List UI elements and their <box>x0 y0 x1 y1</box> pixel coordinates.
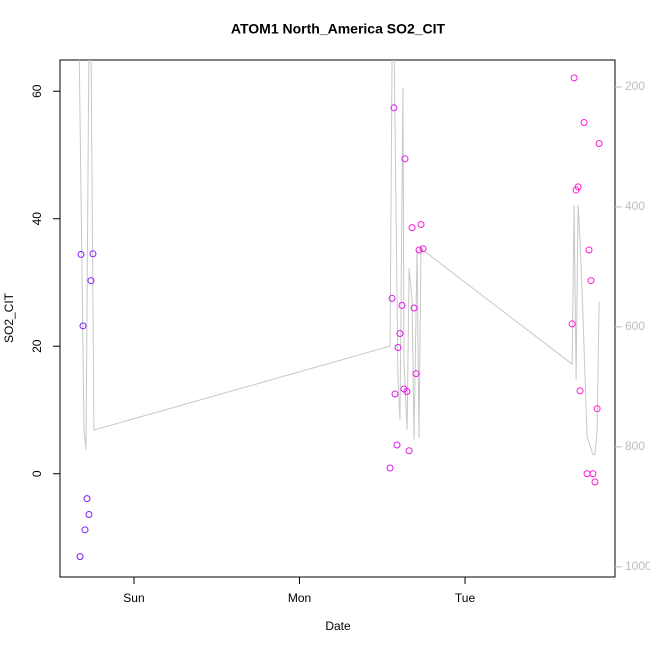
y2-tick-label: 400 <box>625 199 645 213</box>
point <box>77 250 85 258</box>
chart-title: ATOM1 North_America SO2_CIT <box>231 21 446 37</box>
point <box>570 74 578 82</box>
line <box>78 60 600 456</box>
point <box>76 553 84 561</box>
y2-tick-label: 1000 <box>625 559 650 573</box>
point <box>85 511 93 519</box>
point <box>568 320 576 328</box>
point <box>87 277 95 285</box>
point <box>405 447 413 455</box>
point <box>580 118 588 126</box>
point <box>391 390 399 398</box>
point <box>398 301 406 309</box>
y-axis-label: SO2_CIT <box>2 292 16 343</box>
y-tick-label: 20 <box>30 339 44 353</box>
point <box>393 441 401 449</box>
point <box>585 246 593 254</box>
point <box>394 344 402 352</box>
point <box>574 183 582 191</box>
point <box>83 495 91 503</box>
point <box>408 224 416 232</box>
y-tick-label: 60 <box>30 84 44 98</box>
y2-tick-label: 600 <box>625 319 645 333</box>
point <box>417 220 425 228</box>
point <box>591 478 599 486</box>
plot-frame <box>59 59 616 578</box>
point <box>415 246 423 254</box>
point <box>403 387 411 395</box>
point <box>595 140 603 148</box>
x-axis-label: Date <box>325 619 351 633</box>
plot-area <box>76 60 603 561</box>
y-tick-label: 40 <box>30 212 44 226</box>
point <box>89 250 97 258</box>
x-tick-label: Tue <box>455 591 476 605</box>
x-tick-label: Mon <box>288 591 311 605</box>
point <box>412 370 420 378</box>
y-tick-label: 0 <box>30 470 44 477</box>
point <box>81 526 89 534</box>
point <box>593 405 601 413</box>
point <box>410 304 418 312</box>
point <box>589 470 597 478</box>
point <box>388 294 396 302</box>
point <box>79 322 87 330</box>
point <box>576 387 584 395</box>
point <box>401 155 409 163</box>
point <box>386 464 394 472</box>
point <box>419 245 427 253</box>
y2-tick-label: 200 <box>625 79 645 93</box>
x-tick-label: Sun <box>123 591 144 605</box>
point <box>587 277 595 285</box>
y2-tick-label: 800 <box>625 439 645 453</box>
point <box>396 329 404 337</box>
point <box>390 104 398 112</box>
